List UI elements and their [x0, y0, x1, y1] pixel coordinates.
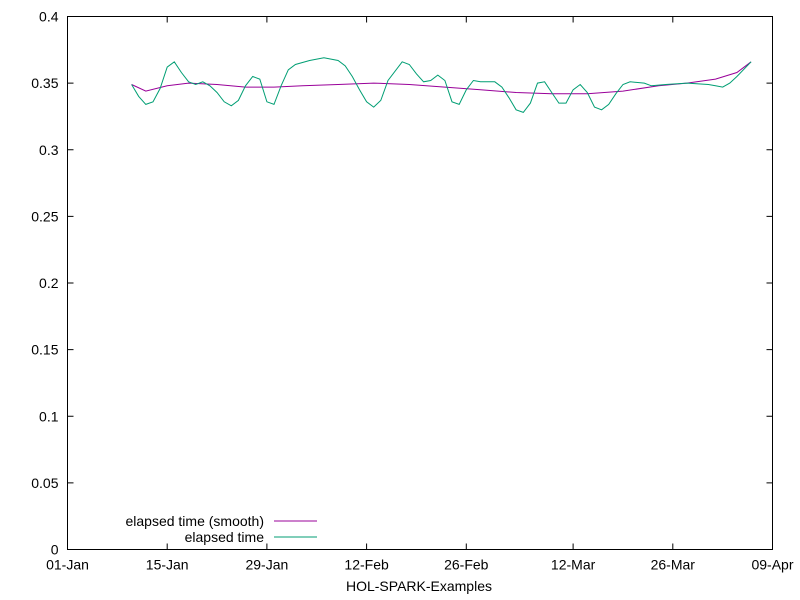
- x-tick-label: 26-Feb: [444, 557, 489, 573]
- series-line-elapsed-time: [131, 57, 752, 113]
- x-tick-label: 29-Jan: [245, 557, 288, 573]
- series-layer: [131, 57, 752, 113]
- x-tick-label: 09-Apr: [751, 557, 793, 573]
- x-axis: 01-Jan 15-Jan 29-Jan 12-Feb 26-Feb 12-Mar 26-M…: [46, 16, 794, 573]
- y-tick-label: 0.4: [39, 9, 59, 25]
- y-tick-label: 0.15: [31, 342, 58, 358]
- legend: elapsed time (smooth)elapsed time: [125, 513, 317, 545]
- y-tick-label: 0.35: [31, 75, 58, 91]
- y-tick-label: 0.05: [31, 475, 58, 491]
- y-tick-label: 0.1: [39, 408, 59, 424]
- x-tick-label: 01-Jan: [46, 557, 89, 573]
- legend-label: elapsed time: [185, 529, 265, 545]
- x-tick-label: 26-Mar: [651, 557, 696, 573]
- x-tick-label: 12-Feb: [344, 557, 389, 573]
- y-tick-label: 0.25: [31, 208, 58, 224]
- x-tick-label: 15-Jan: [146, 557, 189, 573]
- y-axis: 0 0.05 0.1 0.15 0.2 0.25 0.3 0.35 0.4: [31, 9, 773, 558]
- y-tick-label: 0.3: [39, 142, 59, 158]
- y-tick-label: 0: [51, 542, 59, 558]
- y-tick-label: 0.2: [39, 275, 59, 291]
- x-axis-label: HOL-SPARK-Examples: [346, 578, 492, 594]
- plot-frame: [67, 16, 773, 550]
- x-tick-label: 12-Mar: [551, 557, 596, 573]
- legend-label: elapsed time (smooth): [125, 513, 264, 529]
